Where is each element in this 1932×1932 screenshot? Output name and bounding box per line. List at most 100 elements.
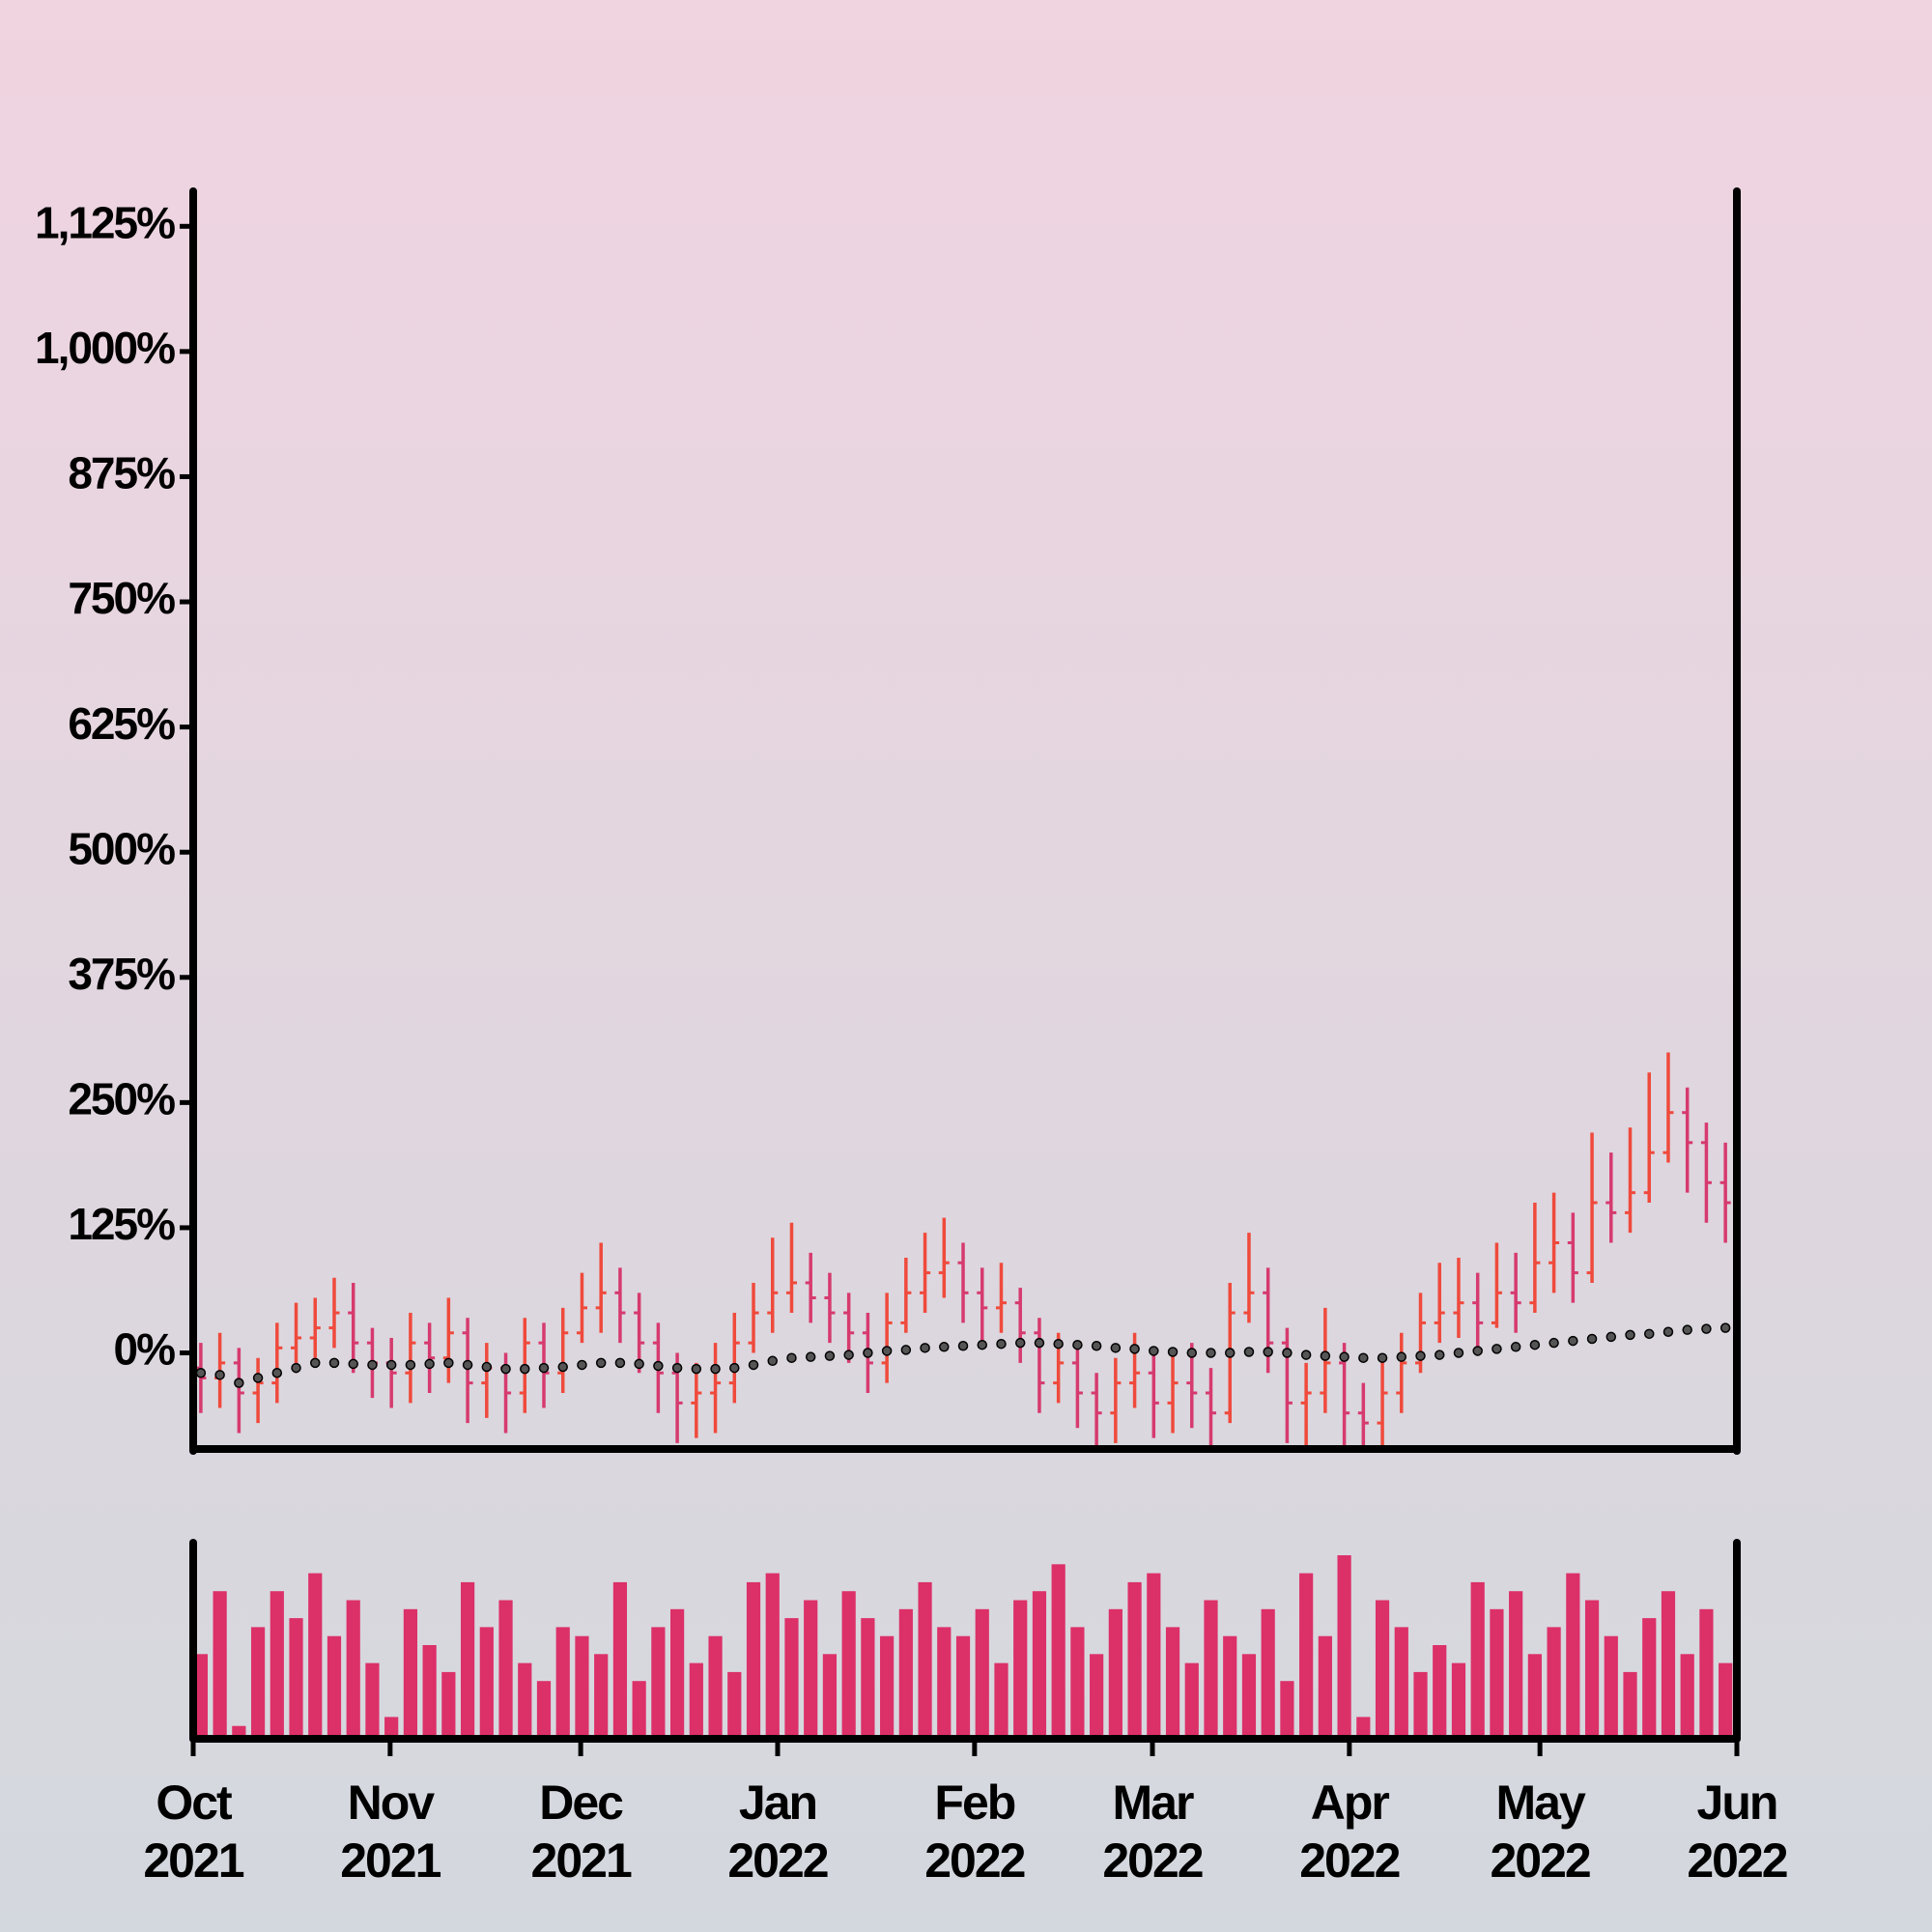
- volume-bar: [250, 1627, 266, 1735]
- volume-bar: [1604, 1635, 1618, 1735]
- volume-bar: [441, 1671, 456, 1735]
- moving-average-point: [824, 1350, 836, 1361]
- volume-bar: [1241, 1654, 1257, 1735]
- moving-average-point: [1072, 1339, 1083, 1350]
- volume-bar: [975, 1608, 989, 1735]
- volume-bar: [1147, 1573, 1161, 1735]
- moving-average-point: [1358, 1352, 1369, 1363]
- moving-average-point: [520, 1363, 530, 1375]
- moving-average-point: [634, 1358, 644, 1370]
- volume-bar: [651, 1627, 666, 1735]
- volume-bar: [708, 1635, 723, 1735]
- moving-average-point: [1263, 1347, 1273, 1357]
- volume-bar: [1356, 1717, 1371, 1735]
- volume-bar: [1433, 1645, 1447, 1735]
- y-tick-label: 125%: [68, 1199, 175, 1249]
- volume-bar: [536, 1681, 552, 1735]
- y-tick-label: 1,125%: [35, 197, 175, 247]
- moving-average-point: [805, 1351, 816, 1362]
- volume-bar: [1413, 1671, 1428, 1735]
- moving-average-point: [1548, 1337, 1559, 1349]
- volume-bar: [594, 1654, 609, 1735]
- volume-bar: [1013, 1600, 1028, 1735]
- volume-bar: [1642, 1618, 1657, 1735]
- moving-average-point: [1434, 1350, 1445, 1360]
- volume-bar: [918, 1581, 932, 1735]
- moving-average-point: [291, 1362, 301, 1374]
- volume-bar: [1090, 1654, 1104, 1735]
- volume-bar: [1127, 1581, 1142, 1735]
- volume-bar: [822, 1654, 838, 1735]
- moving-average-point: [1453, 1348, 1464, 1358]
- moving-average-point: [1472, 1346, 1483, 1356]
- volume-bar: [841, 1591, 856, 1735]
- x-tick-label: Jun 2022: [1687, 1776, 1788, 1888]
- moving-average-point: [1129, 1344, 1140, 1354]
- volume-bar: [1699, 1608, 1714, 1735]
- moving-average-point: [786, 1352, 797, 1363]
- volume-bar: [1299, 1573, 1314, 1735]
- moving-average-point: [271, 1368, 283, 1378]
- moving-average-point: [538, 1362, 550, 1374]
- moving-average-point: [214, 1370, 225, 1380]
- moving-average-point: [1320, 1350, 1331, 1361]
- moving-average-point: [691, 1363, 702, 1375]
- volume-bar: [479, 1627, 494, 1735]
- volume-bar: [365, 1662, 380, 1735]
- moving-average-point: [881, 1346, 893, 1356]
- moving-average-point: [481, 1361, 493, 1373]
- moving-average-point: [348, 1358, 358, 1370]
- moving-average-point: [1719, 1322, 1731, 1333]
- volume-bar: [1584, 1600, 1600, 1735]
- moving-average-point: [424, 1358, 435, 1370]
- moving-average-point: [1091, 1341, 1102, 1351]
- volume-bar: [994, 1662, 1009, 1735]
- y-tick-label: 250%: [68, 1074, 175, 1124]
- volume-bar: [193, 1654, 208, 1735]
- volume-bar: [1547, 1627, 1561, 1735]
- volume-bar: [1032, 1591, 1047, 1735]
- volume-bar: [1680, 1654, 1694, 1735]
- volume-bar: [213, 1591, 227, 1735]
- moving-average-point: [557, 1361, 568, 1373]
- moving-average-point: [920, 1343, 930, 1353]
- moving-average-point: [1034, 1337, 1045, 1349]
- x-tick-label: Mar 2022: [1102, 1776, 1204, 1888]
- moving-average-point: [1396, 1351, 1407, 1362]
- moving-average-point: [710, 1363, 721, 1375]
- moving-average-point: [385, 1359, 397, 1371]
- moving-average-point: [1415, 1350, 1426, 1361]
- x-tick-label: Dec 2021: [530, 1776, 633, 1888]
- moving-average-point: [1110, 1343, 1122, 1353]
- moving-average-point: [405, 1359, 416, 1371]
- x-tick-label: Apr 2022: [1299, 1776, 1401, 1888]
- y-tick-label: 625%: [68, 698, 175, 749]
- moving-average-point: [977, 1339, 988, 1350]
- moving-average-point: [443, 1357, 454, 1369]
- moving-average-point: [328, 1357, 340, 1369]
- moving-average-point: [1243, 1347, 1255, 1357]
- moving-average-point: [367, 1359, 378, 1371]
- volume-bar: [498, 1600, 513, 1735]
- moving-average-point: [1149, 1346, 1159, 1356]
- volume-bar: [1261, 1608, 1275, 1735]
- volume-bar: [1490, 1608, 1504, 1735]
- moving-average-point: [957, 1341, 969, 1351]
- moving-average-point: [577, 1359, 587, 1371]
- moving-average-point: [1529, 1339, 1541, 1350]
- moving-average-point: [595, 1357, 607, 1369]
- moving-average-point: [1662, 1326, 1674, 1337]
- moving-average-point: [748, 1359, 759, 1371]
- x-tick-label: Feb 2022: [924, 1776, 1026, 1888]
- volume-bar: [746, 1581, 761, 1735]
- volume-bar: [1375, 1600, 1390, 1735]
- volume-bar: [555, 1627, 570, 1735]
- volume-bar: [955, 1635, 971, 1735]
- y-tick-label: 375%: [68, 949, 175, 999]
- x-tick-label: May 2022: [1490, 1776, 1592, 1888]
- moving-average-point: [843, 1350, 854, 1360]
- moving-average-point: [1377, 1352, 1388, 1363]
- moving-average-point: [939, 1342, 950, 1352]
